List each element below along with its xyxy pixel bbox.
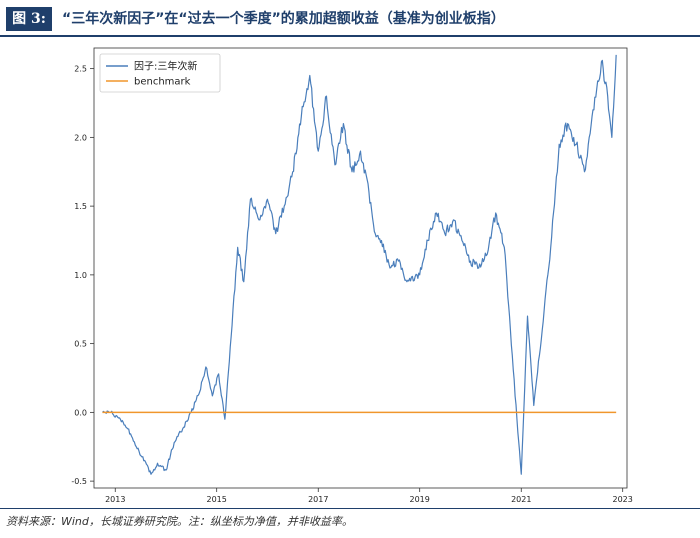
y-tick-label: 1.5: [74, 202, 87, 211]
legend-label: benchmark: [134, 77, 191, 88]
x-tick-label: 2019: [410, 495, 430, 502]
header-rule: [0, 35, 700, 37]
source-note: 资料来源：Wind，长城证券研究院。注：纵坐标为净值，并非收益率。: [6, 515, 353, 528]
series-line-0: [102, 54, 617, 475]
figure-title: “三年次新因子”在“过去一个季度”的累加超额收益（基准为创业板指）: [62, 11, 505, 27]
figure-label: 图 3:: [6, 7, 52, 31]
legend-label: 因子:三年次新: [134, 60, 197, 73]
plot-frame: [93, 47, 628, 489]
footer-rule: [0, 508, 700, 509]
y-tick-label: 2.5: [74, 65, 87, 74]
y-tick-label: 0.5: [74, 340, 87, 349]
y-tick-label: 1.0: [74, 271, 87, 280]
x-tick-label: 2023: [613, 495, 633, 502]
legend-box: [99, 53, 221, 93]
x-tick-label: 2021: [511, 495, 531, 502]
x-tick-label: 2017: [308, 495, 328, 502]
x-tick-label: 2015: [207, 495, 227, 502]
y-tick-label: 0.0: [74, 408, 87, 417]
y-tick-label: 2.0: [74, 133, 87, 142]
line-chart: -0.5 0.0 0.5 1.0 1.5 2.0 2.5 2013 2015 2017 2019 20…: [71, 47, 633, 502]
y-tick-label: -0.5: [71, 477, 87, 486]
x-tick-label: 2013: [105, 495, 125, 502]
figure-header: 图 3: “三年次新因子”在“过去一个季度”的累加超额收益（基准为创业板指）: [0, 0, 700, 36]
